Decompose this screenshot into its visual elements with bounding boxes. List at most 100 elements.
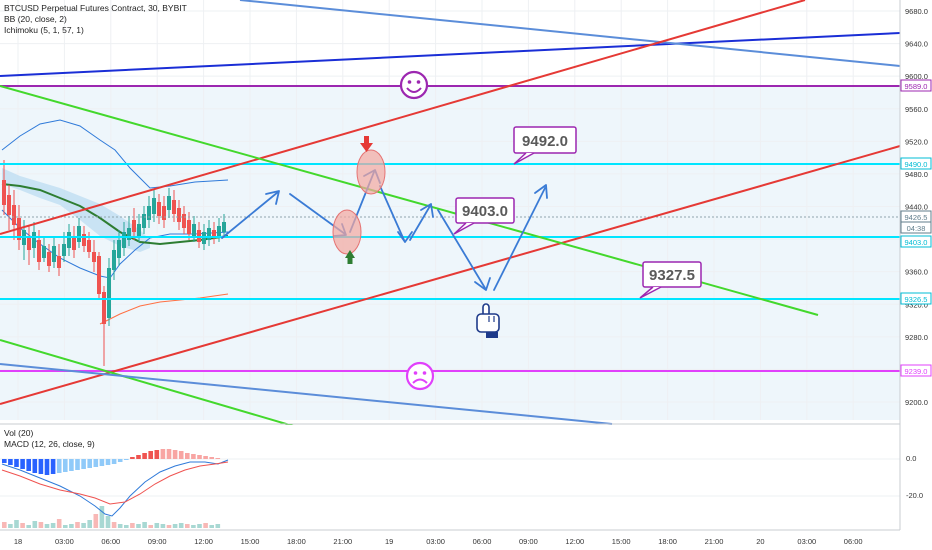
callout-9492[interactable]: 9492.0 — [513, 126, 577, 165]
histogram-bar — [38, 459, 44, 474]
volume-bar — [136, 524, 141, 528]
trend-line-steel-upper[interactable] — [239, 0, 901, 67]
time-tick-label: 21:00 — [333, 537, 352, 546]
histogram-bar — [154, 450, 160, 459]
candle — [107, 258, 111, 326]
time-tick-label: 06:00 — [473, 537, 492, 546]
price-tag: 9490.0 — [900, 157, 932, 170]
pointing-hand-icon — [476, 303, 500, 338]
time-tick-label: 15:00 — [612, 537, 631, 546]
trend-line-blue-upper[interactable] — [0, 32, 901, 77]
candle — [222, 214, 226, 236]
candle — [127, 216, 131, 246]
legend-ichimoku[interactable]: Ichimoku (5, 1, 57, 1) — [4, 25, 84, 35]
candle — [207, 220, 211, 246]
time-tick-label: 12:00 — [194, 537, 213, 546]
candle — [122, 222, 126, 256]
candle — [7, 185, 11, 230]
time-tick-label: 12:00 — [565, 537, 584, 546]
price-tag-label: 9589.0 — [905, 82, 928, 91]
macd-pane[interactable] — [0, 425, 900, 529]
volume-bar — [191, 525, 196, 528]
candle — [147, 196, 151, 228]
histogram-bar — [75, 459, 80, 470]
histogram-bar — [215, 458, 221, 459]
time-axis[interactable] — [0, 530, 932, 550]
candle — [42, 238, 46, 262]
trend-line-red-upper[interactable] — [0, 0, 806, 235]
price-tag: 9326.5 — [900, 292, 932, 305]
volume-bar — [215, 524, 221, 528]
histogram-bar — [14, 459, 19, 467]
red-down-arrow-icon — [360, 136, 373, 152]
macd-tick-label: 0.0 — [906, 454, 916, 463]
histogram-bar — [56, 459, 62, 473]
candle — [67, 224, 71, 256]
green-up-arrow-icon — [345, 250, 355, 264]
histogram-bar — [111, 459, 117, 464]
time-tick-label: 03:00 — [426, 537, 445, 546]
price-tick-label: 9680.0 — [905, 7, 928, 16]
time-tick-label: 20 — [756, 537, 764, 546]
volume-bar — [44, 524, 50, 528]
histogram-bar — [124, 459, 129, 460]
histogram-bar — [2, 459, 7, 463]
histogram-bar — [142, 453, 147, 459]
volume-bar — [69, 524, 74, 528]
price-tick-label: 9280.0 — [905, 333, 928, 342]
histogram-bar — [197, 455, 202, 459]
legend-macd[interactable]: MACD (12, 26, close, 9) — [4, 439, 95, 449]
callout-9403[interactable]: 9403.0 — [453, 197, 515, 235]
candle — [77, 218, 81, 248]
macd-axis-ticks: 0.0 -20.0 — [906, 454, 923, 500]
legend-bb[interactable]: BB (20, close, 2) — [4, 14, 67, 24]
histogram-bar — [87, 459, 92, 468]
volume-bar — [166, 525, 172, 528]
candle — [32, 222, 36, 258]
time-tick-label: 09:00 — [519, 537, 538, 546]
histogram-bar — [117, 459, 123, 462]
volume-bar — [2, 522, 7, 528]
callout-9327[interactable]: 9327.5 — [639, 261, 702, 299]
histogram-bar — [178, 451, 184, 459]
candle — [132, 208, 136, 240]
candle — [2, 160, 6, 215]
volume-bar — [87, 520, 92, 528]
price-tag: 9239.0 — [900, 364, 932, 377]
bb-upper-line — [1, 119, 229, 189]
legend-vol[interactable]: Vol (20) — [4, 428, 34, 438]
volume-bar — [14, 520, 19, 528]
volume-bar — [185, 524, 190, 528]
candle — [82, 226, 86, 252]
price-tag-label: 9326.5 — [905, 295, 928, 304]
price-tick-label: 9440.0 — [905, 203, 928, 212]
histogram-bar — [160, 449, 166, 459]
price-tag-label: 9403.0 — [905, 238, 928, 247]
histogram-bar — [209, 457, 214, 459]
callout-9403-text: 9403.0 — [462, 203, 508, 220]
histogram-bar — [136, 455, 141, 459]
candle — [162, 196, 166, 228]
volume-bar — [63, 525, 68, 528]
volume-bar — [203, 523, 208, 528]
candle — [52, 238, 56, 268]
highlight-ellipse-low[interactable] — [332, 209, 362, 255]
sad-face-icon — [405, 361, 435, 391]
signal-line — [1, 461, 229, 505]
candle — [57, 244, 61, 276]
price-tick-label: 9480.0 — [905, 170, 928, 179]
time-tick-label: 06:00 — [101, 537, 120, 546]
candle — [212, 222, 216, 244]
candle — [182, 206, 186, 234]
legend-title[interactable]: BTCUSD Perpetual Futures Contract, 30, B… — [4, 3, 187, 13]
volume-bar — [26, 525, 31, 528]
volume-bar — [32, 521, 38, 528]
trend-line-green-lower[interactable] — [0, 339, 301, 429]
trend-line-red-lower[interactable] — [0, 145, 901, 405]
highlight-ellipse-high[interactable] — [356, 149, 386, 195]
callout-9492-text: 9492.0 — [522, 133, 568, 150]
histogram-bar — [63, 459, 68, 472]
trend-line-steel-lower[interactable] — [0, 363, 613, 425]
volume-bar — [20, 523, 25, 528]
